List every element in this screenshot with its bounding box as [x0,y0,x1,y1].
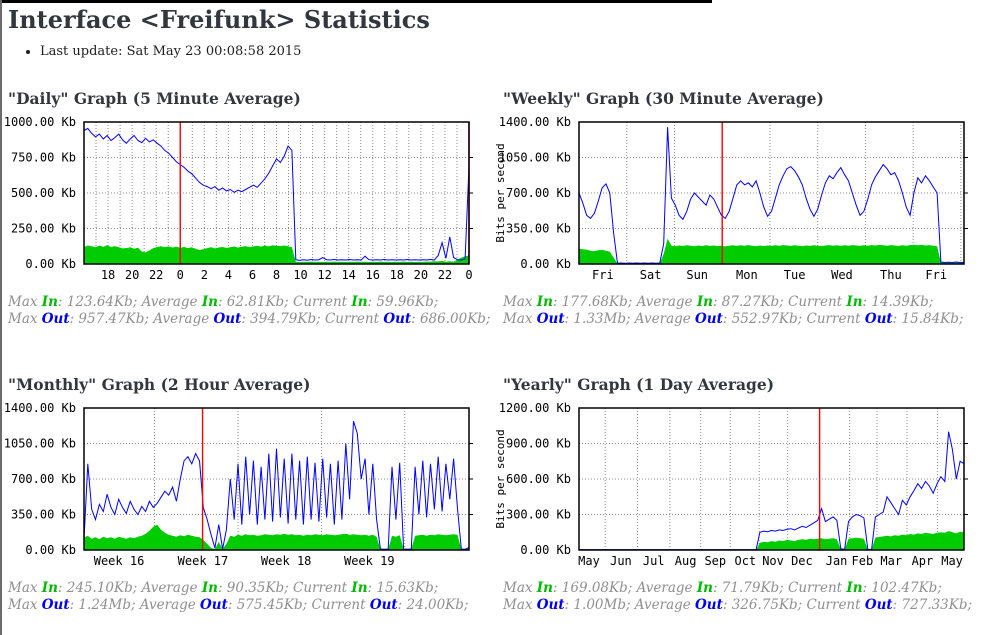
monthly-out-stats-line: Max Out: 1.24Mb; Average Out: 575.45Kb; … [8,597,469,613]
weekly-stats: Max In: 177.68Kb; Average In: 87.27Kb; C… [503,294,990,328]
svg-text:Jun: Jun [610,554,632,568]
svg-text:0.00 Kb: 0.00 Kb [25,257,76,271]
svg-text:500.00 Kb: 500.00 Kb [11,186,76,200]
svg-text:Sat: Sat [640,268,662,282]
page-title: Interface <Freifunk> Statistics [8,5,430,34]
yearly-graph-image: 1200.00 Kb 900.00 Kb 600.00 Kb 300.00 Kb 0.0… [495,401,968,568]
svg-text:16: 16 [366,268,380,282]
svg-text:0.00 Kb: 0.00 Kb [520,257,571,271]
weekly-out-stats-line: Max Out: 1.33Mb; Average Out: 552.97Kb; … [503,311,964,327]
svg-text:Week 17: Week 17 [178,554,229,568]
monthly-section: "Monthly" Graph (2 Hour Average) 1400.00… [0,349,495,635]
svg-text:Week 18: Week 18 [261,554,312,568]
svg-text:20: 20 [414,268,428,282]
monthly-stats: Max In: 245.10Kb; Average In: 90.35Kb; C… [8,580,495,614]
svg-text:2: 2 [201,268,208,282]
svg-text:Fri: Fri [592,268,614,282]
svg-text:Oct: Oct [734,554,756,568]
last-update-text: Last update: Sat May 23 00:08:58 2015 [40,44,990,59]
svg-text:700.00 Kb: 700.00 Kb [506,186,571,200]
page-left-border [0,0,2,635]
svg-text:Apr: Apr [912,554,934,568]
svg-text:18: 18 [390,268,404,282]
monthly-graph-heading: "Monthly" Graph (2 Hour Average) [8,375,311,394]
svg-text:4: 4 [225,268,232,282]
daily-out-stats-line: Max Out: 957.47Kb; Average Out: 394.79Kb… [8,311,491,327]
weekly-in-stats-line: Max In: 177.68Kb; Average In: 87.27Kb; C… [503,294,934,310]
svg-text:0.00 Kb: 0.00 Kb [25,543,76,557]
yearly-in-stats-line: Max In: 169.08Kb; Average In: 71.79Kb; C… [503,580,942,596]
svg-text:Mon: Mon [736,268,758,282]
svg-text:Nov: Nov [762,554,784,568]
svg-text:750.00 Kb: 750.00 Kb [11,151,76,165]
svg-text:Mar: Mar [880,554,902,568]
svg-text:350.00 Kb: 350.00 Kb [11,508,76,522]
svg-text:700.00 Kb: 700.00 Kb [11,472,76,486]
svg-text:900.00 Kb: 900.00 Kb [506,437,571,451]
yearly-section: "Yearly" Graph (1 Day Average) 1200.00 K… [495,349,990,635]
svg-text:14: 14 [341,268,355,282]
daily-stats: Max In: 123.64Kb; Average In: 62.81Kb; C… [8,294,495,328]
svg-text:10: 10 [293,268,307,282]
yearly-out-stats-line: Max Out: 1.00Mb; Average Out: 326.75Kb; … [503,597,973,613]
svg-text:250.00 Kb: 250.00 Kb [11,222,76,236]
svg-text:20: 20 [125,268,139,282]
svg-text:Jul: Jul [643,554,665,568]
svg-text:Dec: Dec [791,554,813,568]
svg-text:Thu: Thu [880,268,902,282]
svg-text:300.00 Kb: 300.00 Kb [506,508,571,522]
monthly-graph-image: 1400.00 Kb 1050.00 Kb 700.00 Kb 350.00 Kb 0.… [4,401,473,568]
svg-text:22: 22 [149,268,163,282]
yearly-graph-heading: "Yearly" Graph (1 Day Average) [503,375,775,394]
svg-text:Week 19: Week 19 [344,554,395,568]
svg-text:0: 0 [177,268,184,282]
svg-text:May: May [578,554,600,568]
svg-text:Bits per second: Bits per second [495,429,507,528]
svg-text:1000.00 Kb: 1000.00 Kb [4,115,76,129]
svg-text:Feb: Feb [852,554,874,568]
svg-text:6: 6 [249,268,256,282]
svg-text:600.00 Kb: 600.00 Kb [506,472,571,486]
yearly-stats: Max In: 169.08Kb; Average In: 71.79Kb; C… [503,580,990,614]
svg-text:1050.00 Kb: 1050.00 Kb [499,151,571,165]
daily-graph-image: 1000.00 Kb 750.00 Kb 500.00 Kb 250.00 Kb 0.0… [4,115,473,282]
svg-text:Fri: Fri [925,268,947,282]
svg-text:1400.00 Kb: 1400.00 Kb [499,115,571,129]
monthly-in-stats-line: Max In: 245.10Kb; Average In: 90.35Kb; C… [8,580,439,596]
svg-text:18: 18 [101,268,115,282]
svg-text:Jan: Jan [826,554,848,568]
graphs-grid: "Daily" Graph (5 Minute Average) 1000.00… [0,63,990,635]
page-top-border [0,0,712,3]
svg-text:1200.00 Kb: 1200.00 Kb [499,401,571,415]
svg-text:May: May [941,554,963,568]
svg-text:350.00 Kb: 350.00 Kb [506,222,571,236]
daily-in-stats-line: Max In: 123.64Kb; Average In: 62.81Kb; C… [8,294,439,310]
svg-text:8: 8 [273,268,280,282]
svg-text:Sun: Sun [686,268,708,282]
daily-graph-heading: "Daily" Graph (5 Minute Average) [8,89,301,108]
svg-text:1400.00 Kb: 1400.00 Kb [4,401,76,415]
svg-text:1050.00 Kb: 1050.00 Kb [4,437,76,451]
svg-text:22: 22 [438,268,452,282]
weekly-graph-image: 1400.00 Kb 1050.00 Kb 700.00 Kb 350.00 Kb 0.… [495,115,968,282]
update-list: Last update: Sat May 23 00:08:58 2015 [26,44,990,59]
svg-text:Sep: Sep [704,554,726,568]
svg-text:Tue: Tue [784,268,806,282]
daily-section: "Daily" Graph (5 Minute Average) 1000.00… [0,63,495,349]
weekly-graph-heading: "Weekly" Graph (30 Minute Average) [503,89,824,108]
weekly-section: "Weekly" Graph (30 Minute Average) 1400.… [495,63,990,349]
svg-text:Aug: Aug [675,554,697,568]
svg-text:Bits per second: Bits per second [495,143,507,242]
svg-text:12: 12 [317,268,331,282]
svg-text:Wed: Wed [831,268,853,282]
svg-text:0.00 Kb: 0.00 Kb [520,543,571,557]
svg-text:0: 0 [465,268,472,282]
svg-text:Week 16: Week 16 [94,554,145,568]
